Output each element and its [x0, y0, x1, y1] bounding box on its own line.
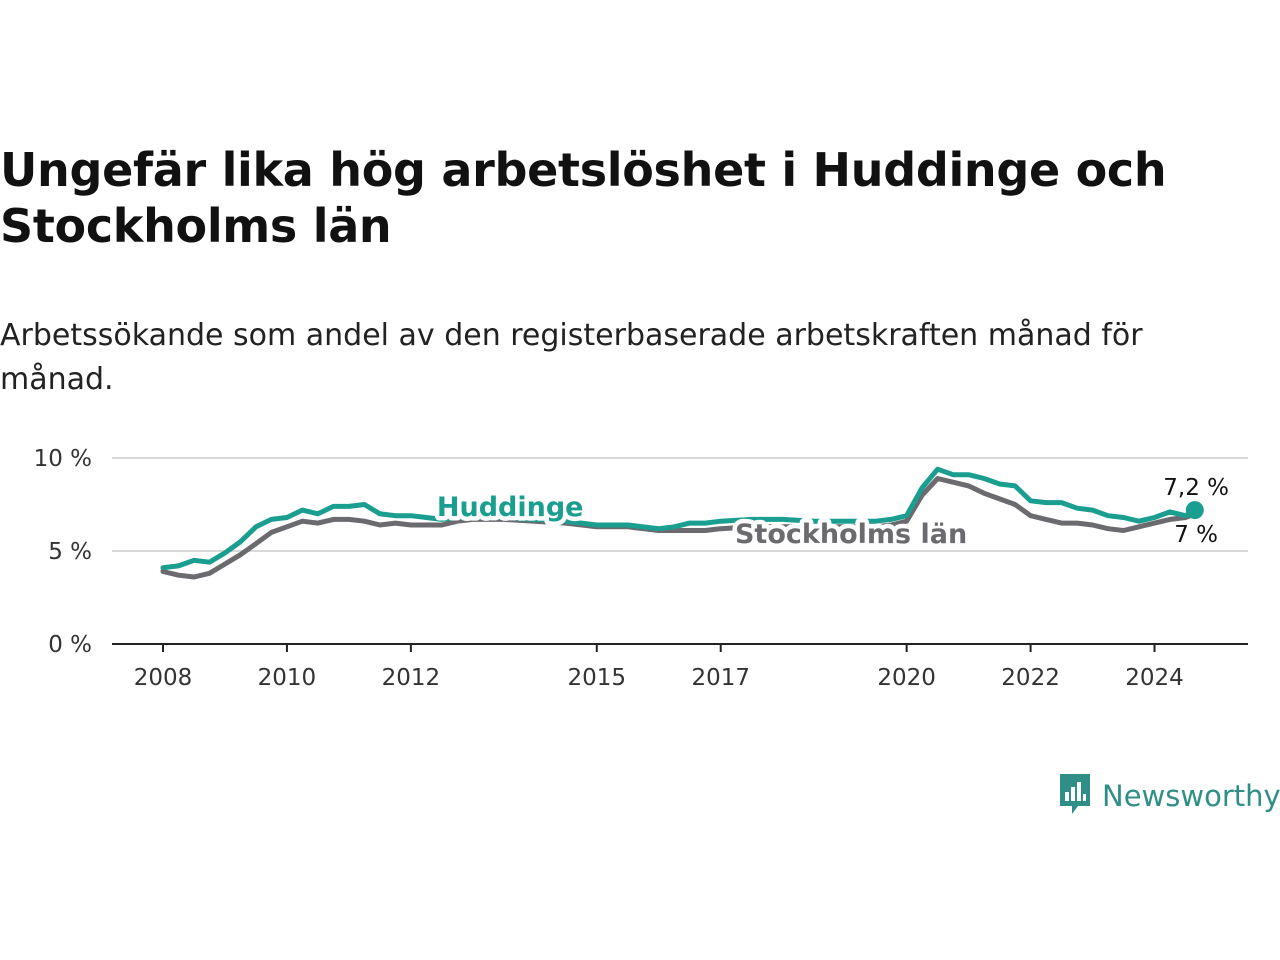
x-tick-label: 2015	[568, 665, 627, 691]
brand-name: Newsworthy	[1102, 779, 1280, 813]
series-line-stockholms-lan	[160, 476, 1198, 580]
end-value-stockholms-lan: 7 %	[1174, 522, 1218, 548]
gridlines	[112, 457, 1248, 552]
chart-title: Ungefär lika hög arbetslöshet i Huddinge…	[0, 143, 1167, 253]
series-labels: Huddinge Stockholms län 7,2 % 7 %	[432, 475, 1229, 555]
x-tick-label: 2024	[1125, 665, 1184, 691]
y-tick-label: 0 %	[48, 632, 92, 658]
x-axis-ticks: 2008 2010 2012 2015 2017 2020 2022 2024	[134, 644, 1184, 691]
end-point-huddinge	[1185, 501, 1204, 520]
y-tick-label: 10 %	[34, 446, 92, 472]
y-axis-ticks: 0 % 5 % 10 %	[34, 446, 92, 658]
series-label-huddinge: Huddinge	[437, 492, 584, 523]
newsworthy-bar-chart-icon	[1058, 772, 1092, 820]
x-tick-label: 2010	[258, 665, 317, 691]
series-label-stockholms-lan: Stockholms län	[735, 519, 967, 550]
x-tick-label: 2022	[1001, 665, 1060, 691]
series-group	[160, 466, 1204, 580]
x-tick-label: 2008	[134, 665, 193, 691]
newsworthy-logo[interactable]: Newsworthy	[1058, 772, 1280, 820]
chart-subtitle: Arbetssökande som andel av den registerb…	[0, 318, 1143, 397]
y-tick-label: 5 %	[48, 539, 92, 565]
x-tick-label: 2020	[877, 665, 936, 691]
x-tick-label: 2012	[382, 665, 441, 691]
series-line-huddinge	[160, 466, 1198, 571]
end-value-huddinge: 7,2 %	[1163, 475, 1229, 501]
line-chart: 0 %5 %10 % 2008 2010 2012 2015 2017 2020 2022 2…	[34, 446, 1248, 691]
x-tick-label: 2017	[691, 665, 750, 691]
